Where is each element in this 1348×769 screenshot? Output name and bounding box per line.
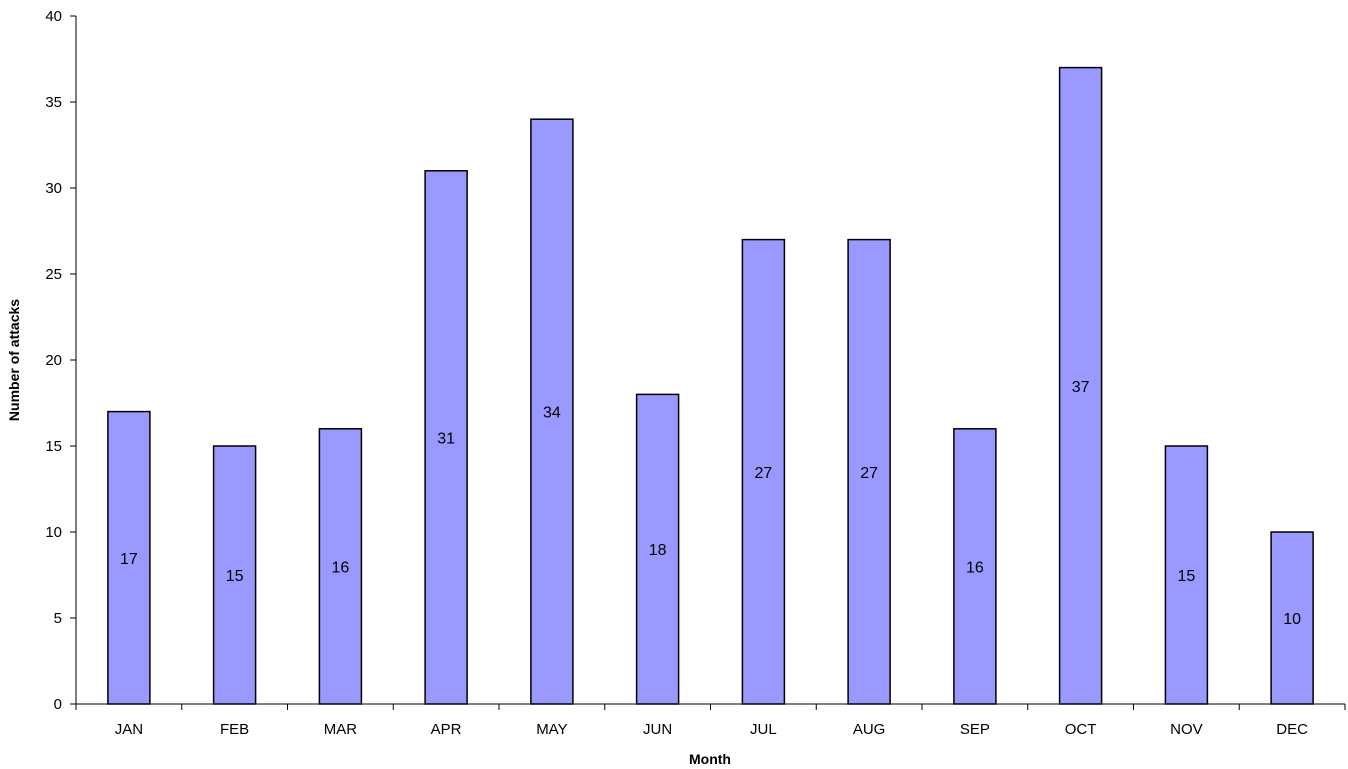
axes-layer bbox=[75, 16, 1345, 705]
x-tick-label-oct: OCT bbox=[1065, 721, 1097, 738]
y-tick-label: 30 bbox=[45, 180, 62, 197]
data-label-jul: 27 bbox=[755, 465, 773, 482]
x-axis-title: Month bbox=[689, 751, 731, 767]
data-label-apr: 31 bbox=[437, 430, 455, 447]
x-tick-label-jul: JUL bbox=[750, 721, 777, 738]
bar-mar bbox=[318, 428, 363, 705]
data-label-jan: 17 bbox=[120, 551, 138, 568]
x-tick-label-nov: NOV bbox=[1170, 721, 1203, 738]
y-tick-label: 35 bbox=[45, 94, 62, 111]
y-tick-label: 5 bbox=[54, 610, 62, 627]
bar-jan bbox=[107, 410, 151, 705]
x-tick-label-sep: SEP bbox=[960, 721, 990, 738]
y-tick-label: 0 bbox=[54, 696, 62, 713]
data-label-jun: 18 bbox=[649, 542, 667, 559]
x-tick-label-mar: MAR bbox=[324, 721, 358, 738]
x-tick-label-jun: JUN bbox=[643, 721, 672, 738]
data-label-may: 34 bbox=[543, 405, 561, 422]
x-tick-label-feb: FEB bbox=[220, 721, 249, 738]
data-label-nov: 15 bbox=[1178, 568, 1196, 585]
x-tick-label-apr: APR bbox=[431, 721, 462, 738]
y-tick-label: 40 bbox=[45, 8, 62, 25]
bar-jun bbox=[635, 393, 680, 705]
data-label-aug: 27 bbox=[860, 465, 878, 482]
y-tick-label: 25 bbox=[45, 266, 62, 283]
bars-layer bbox=[107, 66, 1314, 705]
y-tick-label: 15 bbox=[45, 438, 62, 455]
data-label-dec: 10 bbox=[1283, 611, 1301, 628]
bar-apr bbox=[424, 170, 468, 705]
y-axis-title: Number of attacks bbox=[6, 299, 22, 421]
x-tick-label-may: MAY bbox=[536, 721, 567, 738]
bar-nov bbox=[1164, 445, 1209, 705]
bar-feb bbox=[212, 445, 257, 705]
data-label-feb: 15 bbox=[226, 568, 244, 585]
bar-aug bbox=[847, 238, 891, 705]
y-tick-label: 20 bbox=[45, 352, 62, 369]
data-labels-layer: 17 15 16 31 34 18 27 27 16 37 15 10 bbox=[120, 379, 1301, 628]
bar-oct bbox=[1058, 66, 1103, 705]
x-tick-label-jan: JAN bbox=[115, 721, 143, 738]
data-label-sep: 16 bbox=[966, 559, 984, 576]
bar-dec bbox=[1270, 531, 1314, 705]
data-label-oct: 37 bbox=[1072, 379, 1090, 396]
data-label-mar: 16 bbox=[332, 559, 350, 576]
ticks-layer: 0 5 10 15 20 25 30 35 40 JAN FEB MAR APR MAY JUN JUL AUG… bbox=[45, 8, 1346, 738]
y-tick-label: 10 bbox=[45, 524, 62, 541]
x-tick-label-aug: AUG bbox=[853, 721, 886, 738]
x-tick-label-dec: DEC bbox=[1276, 721, 1308, 738]
